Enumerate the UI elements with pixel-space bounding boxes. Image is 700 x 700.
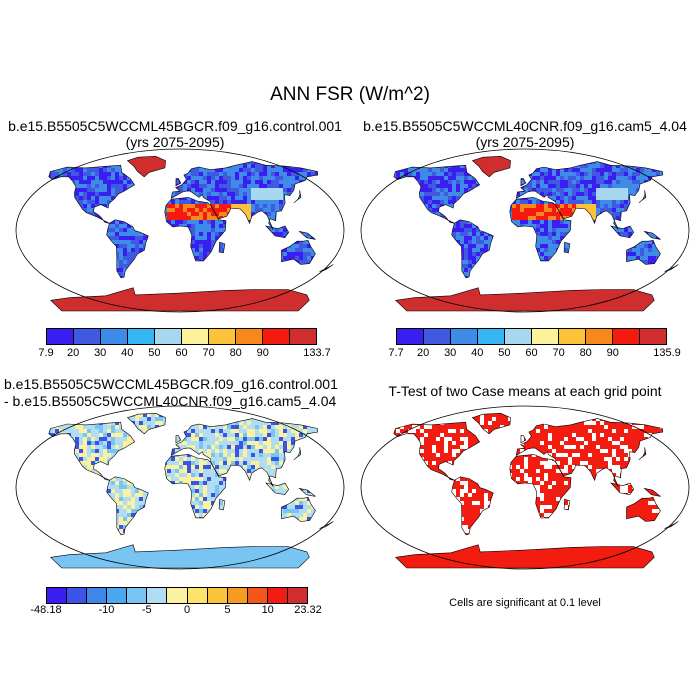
panel1-colorbar-labels: 7.9 20 30 40 50 60 70 80 90 133.7 bbox=[38, 347, 330, 361]
colorbar-tick-label: -10 bbox=[98, 604, 115, 616]
colorbar-swatch bbox=[187, 588, 208, 603]
colorbar-swatch bbox=[478, 329, 505, 344]
colorbar-tick-label: 133.7 bbox=[303, 347, 331, 359]
panel2-colorbar bbox=[396, 328, 667, 345]
colorbar-swatch bbox=[47, 588, 68, 603]
colorbar-swatch bbox=[107, 588, 128, 603]
colorbar-tick-label: 80 bbox=[229, 347, 242, 359]
colorbar-tick-label: 7.9 bbox=[38, 347, 54, 359]
map-border bbox=[360, 148, 690, 313]
colorbar-tick-label: 50 bbox=[498, 347, 511, 359]
colorbar-tick-label: 30 bbox=[94, 347, 107, 359]
colorbar-swatch bbox=[267, 588, 288, 603]
colorbar-swatch bbox=[236, 329, 263, 344]
map-border bbox=[15, 148, 345, 313]
colorbar-tick-label: 30 bbox=[444, 347, 457, 359]
colorbar-tick-label: 20 bbox=[416, 347, 430, 359]
colorbar-swatch bbox=[182, 329, 209, 344]
colorbar-swatch bbox=[74, 329, 101, 344]
colorbar-tick-label: 20 bbox=[66, 347, 80, 359]
colorbar-swatch bbox=[451, 329, 478, 344]
colorbar-swatch bbox=[424, 329, 451, 344]
panel2-map bbox=[360, 148, 690, 313]
colorbar-swatch bbox=[287, 588, 308, 603]
colorbar-tick-label: 7.7 bbox=[388, 347, 404, 359]
colorbar-swatch bbox=[127, 588, 148, 603]
colorbar-swatch bbox=[167, 588, 188, 603]
colorbar-tick-label: 40 bbox=[471, 347, 484, 359]
colorbar-tick-label: 135.9 bbox=[653, 347, 681, 359]
colorbar-swatch bbox=[640, 329, 666, 344]
colorbar-swatch bbox=[47, 329, 74, 344]
colorbar-tick-label: 70 bbox=[202, 347, 215, 359]
colorbar-swatch bbox=[532, 329, 559, 344]
colorbar-swatch bbox=[87, 588, 108, 603]
colorbar-tick-label: 60 bbox=[525, 347, 538, 359]
colorbar-swatch bbox=[263, 329, 290, 344]
colorbar-tick-label: 60 bbox=[175, 347, 188, 359]
colorbar-swatch bbox=[101, 329, 128, 344]
significance-note: Cells are significant at 0.1 level bbox=[449, 597, 601, 609]
panel3-colorbar bbox=[46, 587, 308, 604]
map-border bbox=[360, 405, 690, 570]
panel1-title-line2: (yrs 2075-2095) bbox=[125, 134, 225, 150]
colorbar-tick-label: 23.32 bbox=[294, 604, 322, 616]
colorbar-tick-label: 90 bbox=[606, 347, 619, 359]
panel4-title: T-Test of two Case means at each grid po… bbox=[388, 383, 662, 399]
colorbar-swatch bbox=[290, 329, 316, 344]
colorbar-tick-label: 40 bbox=[121, 347, 134, 359]
panel3-title-line1: b.e15.B5505C5WCCML45BGCR.f09_g16.control… bbox=[4, 376, 338, 392]
colorbar-swatch bbox=[209, 329, 236, 344]
colorbar-tick-label: 0 bbox=[184, 604, 191, 616]
panel3-title-line2: - b.e15.B5505C5WCCML40CNR.f09_g16.cam5_4… bbox=[4, 393, 337, 409]
panel3-colorbar-labels: -48.18 -10 -5 0 5 10 23.32 bbox=[30, 604, 321, 618]
colorbar-swatch bbox=[613, 329, 640, 344]
panel2-colorbar-labels: 7.7 20 30 40 50 60 70 80 90 135.9 bbox=[388, 347, 680, 361]
colorbar-tick-label: 80 bbox=[579, 347, 592, 359]
panel4-map bbox=[360, 405, 690, 570]
colorbar-tick-label: -5 bbox=[141, 604, 152, 616]
colorbar-tick-label: 90 bbox=[256, 347, 269, 359]
panel2-title-line1: b.e15.B5505C5WCCML40CNR.f09_g16.cam5_4.0… bbox=[363, 118, 687, 134]
map-border bbox=[15, 405, 345, 570]
colorbar-swatch bbox=[67, 588, 88, 603]
colorbar-swatch bbox=[207, 588, 228, 603]
colorbar-tick-label: -48.18 bbox=[30, 604, 62, 616]
colorbar-tick-label: 10 bbox=[261, 604, 274, 616]
colorbar-tick-label: 5 bbox=[224, 604, 231, 616]
colorbar-swatch bbox=[155, 329, 182, 344]
colorbar-swatch bbox=[397, 329, 424, 344]
figure-title: ANN FSR (W/m^2) bbox=[270, 84, 430, 105]
colorbar-tick-label: 50 bbox=[148, 347, 161, 359]
panel1-title-line1: b.e15.B5505C5WCCML45BGCR.f09_g16.control… bbox=[8, 118, 342, 134]
panel1-colorbar bbox=[46, 328, 317, 345]
colorbar-swatch bbox=[247, 588, 268, 603]
panel3-map bbox=[15, 405, 345, 570]
colorbar-swatch bbox=[227, 588, 248, 603]
panel2-title-line2: (yrs 2075-2095) bbox=[475, 134, 575, 150]
colorbar-tick-label: 70 bbox=[552, 347, 565, 359]
colorbar-swatch bbox=[586, 329, 613, 344]
colorbar-swatch bbox=[559, 329, 586, 344]
colorbar-swatch bbox=[128, 329, 155, 344]
panel1-map bbox=[15, 148, 345, 313]
colorbar-swatch bbox=[147, 588, 168, 603]
colorbar-swatch bbox=[505, 329, 532, 344]
